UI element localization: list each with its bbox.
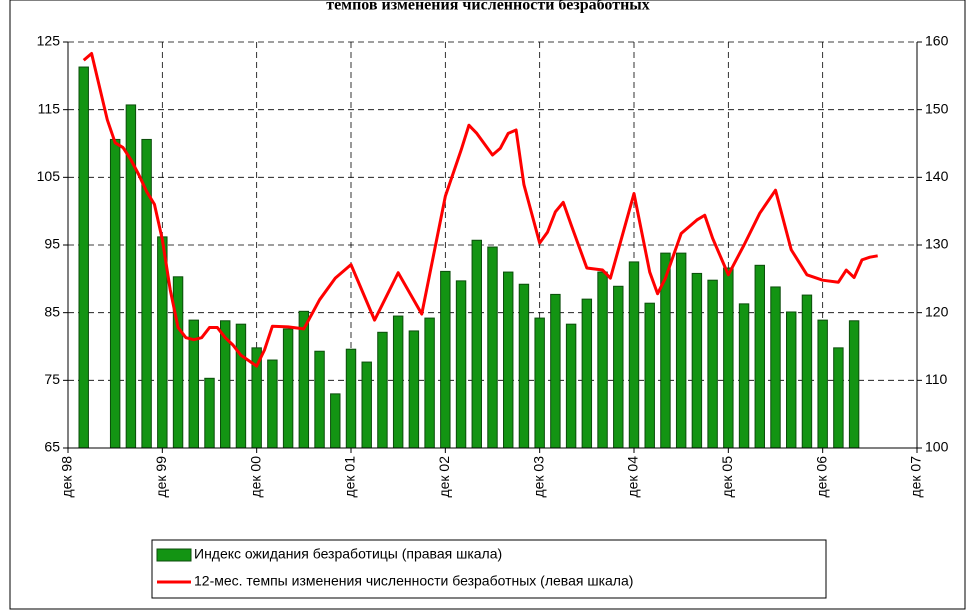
bar xyxy=(691,272,703,449)
bar xyxy=(471,239,482,449)
x-tick-label: дек 98 xyxy=(59,456,75,498)
x-tick-label: дек 01 xyxy=(342,456,358,498)
bar xyxy=(707,279,718,449)
y-tick-label: 75 xyxy=(44,371,60,387)
bar xyxy=(440,270,451,449)
x-tick-label: дек 06 xyxy=(813,456,829,498)
bar xyxy=(801,294,813,449)
chart-title: темпов изменения численности безработных xyxy=(326,0,650,14)
bar xyxy=(204,377,215,449)
bar xyxy=(408,330,420,449)
bar xyxy=(675,252,687,449)
bar xyxy=(597,271,608,449)
bar xyxy=(109,138,121,449)
x-tick-label: дек 07 xyxy=(908,456,924,498)
y2-tick-label: 100 xyxy=(925,439,949,455)
x-tick-label: дек 99 xyxy=(153,456,169,498)
bar xyxy=(424,317,435,449)
y2-tick-label: 120 xyxy=(925,303,949,319)
y-tick-label: 115 xyxy=(38,100,61,116)
bar xyxy=(581,298,593,449)
bar xyxy=(817,319,828,449)
bar xyxy=(377,331,388,449)
y2-tick-label: 150 xyxy=(925,100,949,116)
y2-tick-label: 110 xyxy=(925,371,948,387)
legend-label: 12-мес. темпы изменения численности безр… xyxy=(194,573,633,589)
x-tick-label: дек 00 xyxy=(247,456,263,498)
bar xyxy=(298,310,310,449)
bar xyxy=(565,323,577,449)
bar xyxy=(644,302,655,449)
bar xyxy=(550,293,561,449)
bar xyxy=(848,320,860,449)
bar xyxy=(282,328,294,449)
bar xyxy=(503,271,514,449)
legend-label: Индекс ожидания безработицы (правая шкал… xyxy=(194,546,502,562)
y2-tick-label: 160 xyxy=(925,33,949,49)
bar xyxy=(628,261,640,449)
x-tick-label: дек 05 xyxy=(719,456,735,498)
x-tick-label: дек 04 xyxy=(625,456,641,498)
bar xyxy=(235,323,247,449)
legend-box xyxy=(151,539,827,599)
bar xyxy=(534,317,545,449)
bar xyxy=(314,350,325,449)
x-tick-label: дек 03 xyxy=(530,456,546,498)
bar xyxy=(833,347,844,449)
chart-frame xyxy=(9,0,966,610)
bar xyxy=(78,66,89,449)
bar xyxy=(267,359,278,449)
bar xyxy=(723,267,734,449)
bar xyxy=(345,348,357,449)
bar xyxy=(487,246,498,449)
bar xyxy=(172,276,184,449)
y-tick-label: 95 xyxy=(44,236,60,252)
legend-swatch xyxy=(156,548,192,562)
line xyxy=(82,52,878,368)
bar xyxy=(455,280,467,449)
bar xyxy=(330,393,341,449)
y-tick-label: 105 xyxy=(37,168,61,184)
bar xyxy=(770,286,781,449)
y-tick-label: 125 xyxy=(37,33,61,49)
bar xyxy=(392,315,404,449)
y2-tick-label: 140 xyxy=(925,168,949,184)
bar xyxy=(361,361,372,449)
y-tick-label: 85 xyxy=(44,303,60,319)
bar xyxy=(754,264,765,449)
x-tick-label: дек 02 xyxy=(436,456,452,498)
bar xyxy=(786,311,797,449)
y2-tick-label: 130 xyxy=(925,236,949,252)
y-tick-label: 65 xyxy=(44,439,60,455)
bar xyxy=(518,283,530,449)
bar xyxy=(738,303,750,449)
bar xyxy=(613,285,624,449)
